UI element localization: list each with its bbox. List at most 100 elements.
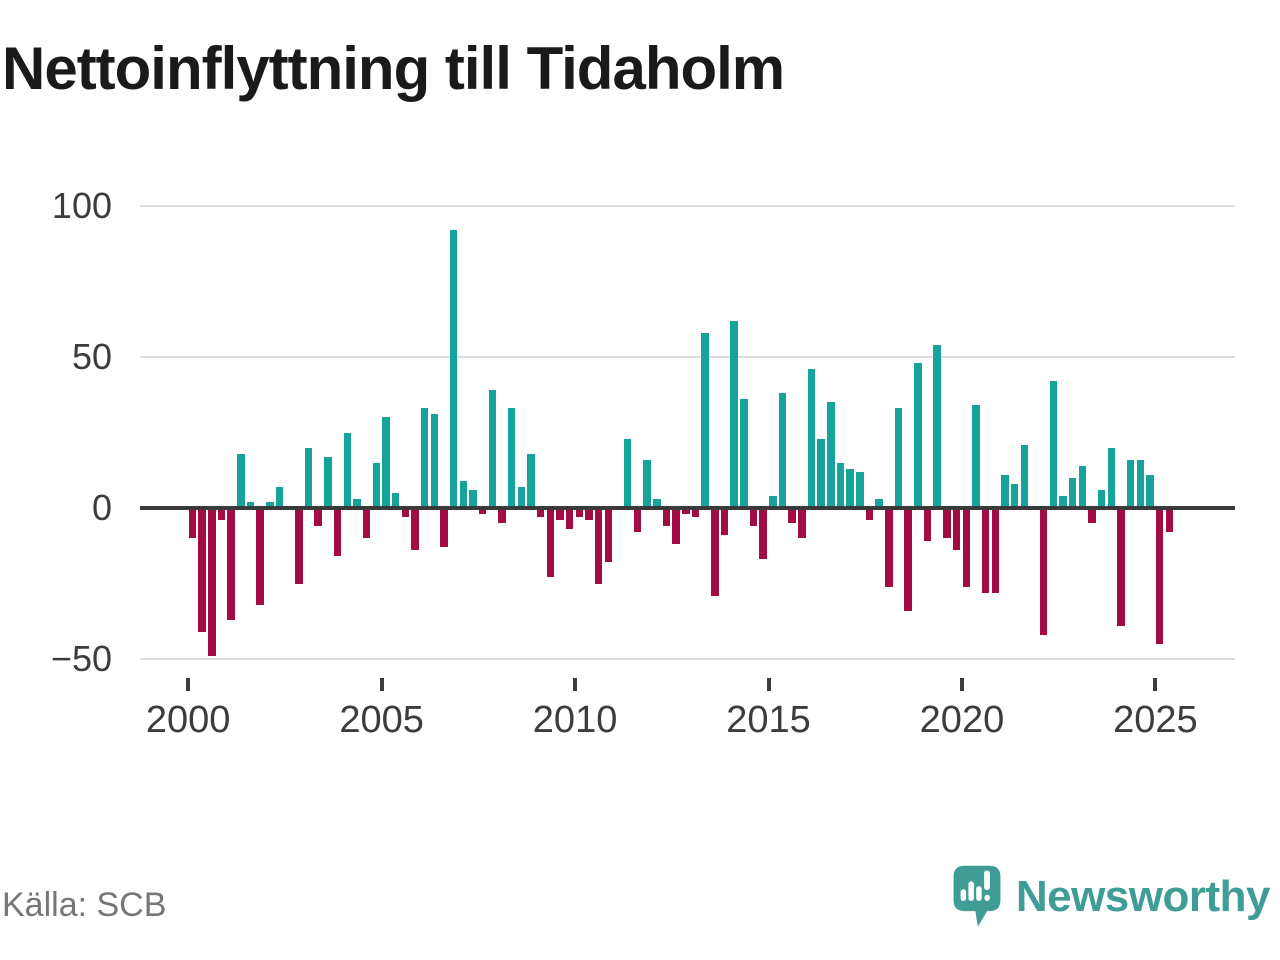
bar	[227, 508, 235, 620]
bar	[788, 508, 796, 524]
bar	[488, 390, 497, 508]
bar	[585, 508, 593, 521]
bar	[972, 405, 980, 508]
x-axis-label: 2000	[145, 699, 231, 741]
bar	[498, 508, 506, 524]
bar	[720, 508, 729, 536]
bar	[943, 508, 951, 539]
bar	[894, 408, 903, 508]
bar	[604, 508, 613, 563]
y-axis-label: −50	[50, 638, 112, 679]
bar	[333, 508, 342, 557]
bar	[865, 508, 874, 521]
bar	[769, 495, 777, 508]
bar	[391, 492, 400, 508]
bar	[711, 508, 719, 596]
bar	[546, 508, 555, 578]
bar	[1020, 444, 1029, 508]
bar	[188, 508, 197, 539]
bar	[314, 508, 322, 527]
bar	[701, 332, 709, 508]
bar	[759, 508, 767, 560]
bar	[1068, 477, 1077, 508]
bar	[382, 417, 390, 508]
bar	[449, 230, 458, 508]
bar	[914, 363, 922, 508]
x-axis-label: 2025	[1113, 699, 1198, 741]
grid-line	[140, 356, 1235, 358]
bar	[885, 508, 893, 587]
bar	[266, 501, 274, 508]
bar	[507, 408, 516, 508]
chart-title: Nettoinflyttning till Tidaholm	[2, 35, 785, 102]
bar	[691, 508, 700, 518]
bar	[208, 508, 216, 656]
bar	[536, 508, 545, 518]
x-axis-label: 2010	[532, 699, 618, 741]
bar	[653, 498, 661, 508]
grid-line	[140, 658, 1235, 660]
bar	[730, 320, 738, 508]
bar	[1049, 381, 1058, 508]
bar	[575, 508, 584, 518]
bar	[749, 508, 758, 527]
bar	[1155, 508, 1164, 644]
bar	[304, 447, 313, 508]
x-axis-tick	[379, 678, 384, 691]
zero-axis-line	[140, 506, 1235, 510]
bar	[952, 508, 961, 551]
bar	[237, 453, 245, 508]
bar	[198, 508, 206, 632]
bar	[981, 508, 990, 593]
newsworthy-brand: Newsworthy	[952, 864, 1271, 930]
bar	[401, 508, 410, 518]
bar	[1136, 459, 1145, 508]
y-axis-label: 100	[51, 185, 112, 226]
bar	[411, 508, 419, 551]
bar	[1107, 447, 1116, 508]
bar	[875, 498, 883, 508]
bar	[1097, 489, 1106, 508]
bar	[353, 498, 361, 508]
newsworthy-logo-icon	[953, 865, 1001, 927]
bar	[1001, 474, 1009, 508]
bar	[923, 508, 932, 542]
bar	[836, 462, 845, 508]
bar	[1010, 483, 1019, 508]
bar	[904, 508, 912, 611]
x-axis-tick	[959, 678, 964, 691]
x-axis-tick	[186, 678, 191, 691]
bar	[933, 344, 941, 508]
x-axis-label: 2015	[726, 699, 811, 741]
bar	[372, 462, 381, 508]
bar	[856, 471, 864, 508]
bar	[478, 508, 487, 515]
bar	[846, 468, 854, 508]
bar	[1078, 465, 1087, 508]
bar	[962, 508, 970, 587]
bar	[217, 508, 226, 521]
bar	[430, 414, 439, 508]
bar	[817, 438, 825, 508]
bar	[643, 459, 651, 508]
bar	[594, 508, 603, 584]
bar	[672, 508, 680, 545]
y-axis-label: 50	[71, 336, 112, 377]
bar	[440, 508, 448, 548]
bar	[827, 402, 835, 508]
bar	[1059, 495, 1067, 508]
y-axis-label: 0	[91, 487, 112, 528]
x-axis-tick	[766, 678, 771, 691]
x-axis-tick	[1153, 678, 1158, 691]
bar	[1165, 508, 1174, 533]
bar	[1117, 508, 1125, 626]
bar	[343, 432, 351, 508]
bar	[1146, 474, 1154, 508]
x-axis-label: 2020	[919, 699, 1005, 741]
bar	[807, 369, 816, 508]
bar	[778, 393, 787, 508]
bar	[740, 399, 748, 508]
bar	[459, 480, 468, 508]
